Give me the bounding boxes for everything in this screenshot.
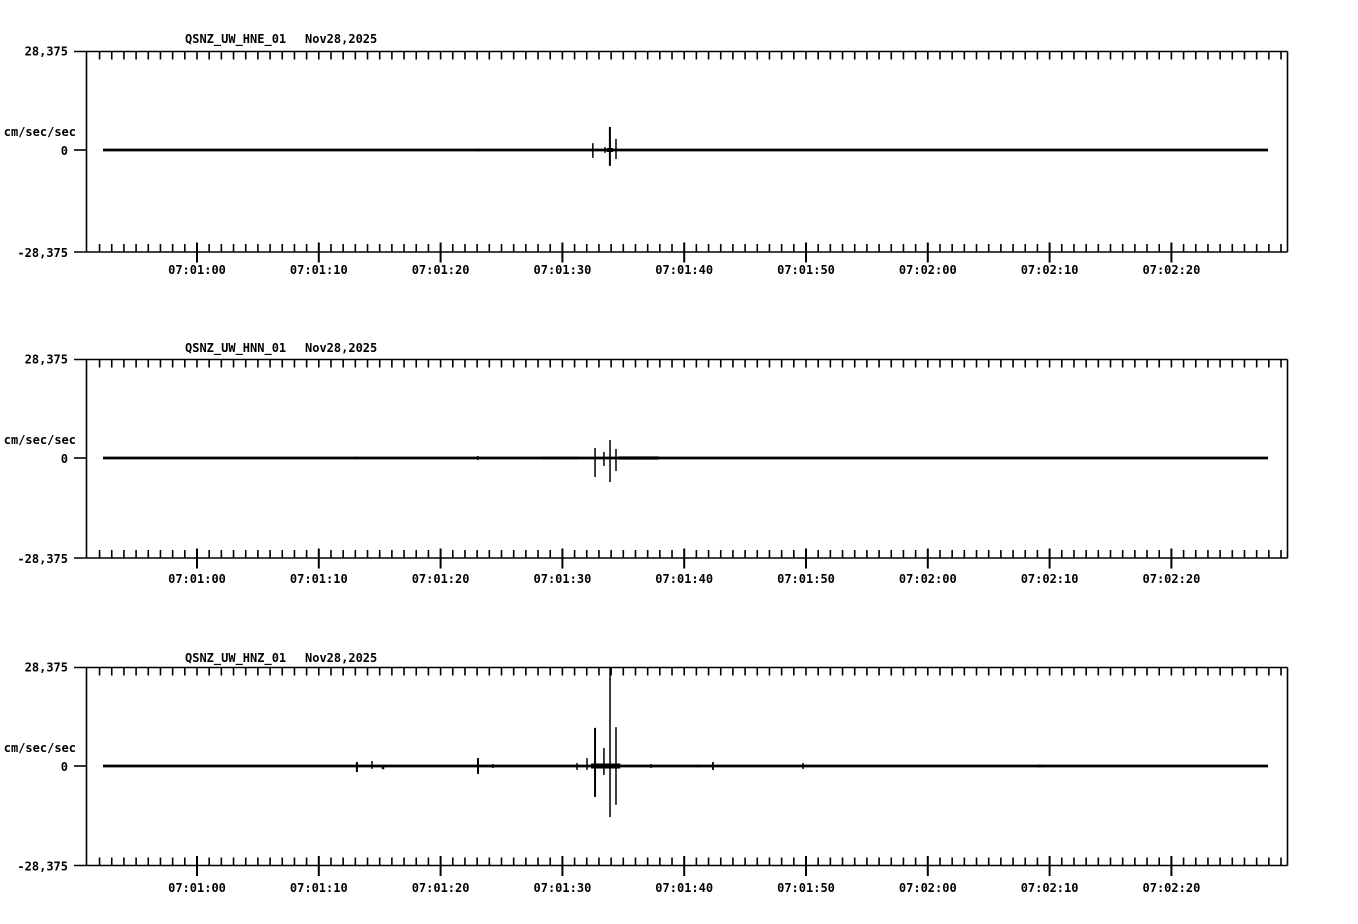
x-tick-label: 07:01:10 [290,881,348,895]
noise-band [541,456,579,460]
x-tick-label: 07:01:20 [412,572,470,586]
x-tick-label: 07:01:00 [168,881,226,895]
noise-band [618,456,659,460]
x-tick-label: 07:02:00 [899,263,957,277]
noise-band [1036,764,1046,768]
x-tick-label: 07:02:10 [1021,572,1079,586]
x-tick-label: 07:02:20 [1143,263,1201,277]
y-tick-label-zero: 0 [61,760,68,774]
x-tick-label: 07:01:40 [655,881,713,895]
units-label: cm/sec/sec [4,433,76,447]
y-tick-label-zero: 0 [61,144,68,158]
x-tick-label: 07:01:00 [168,263,226,277]
x-tick-label: 07:01:00 [168,572,226,586]
panel-title: QSNZ_UW_HNN_01 [185,341,286,356]
x-tick-label: 07:01:40 [655,263,713,277]
panel-date: Nov28,2025 [305,32,377,46]
panel-date: Nov28,2025 [305,341,377,355]
y-tick-label-max: 28,375 [25,353,68,367]
x-tick-label: 07:01:30 [534,572,592,586]
x-tick-label: 07:02:10 [1021,881,1079,895]
seismogram-panel-hne: 07:01:00 07:01:10 07:01:20 07:01:30 07:01:40… [4,32,1289,277]
x-tick-label: 07:01:40 [655,572,713,586]
x-tick-label: 07:01:30 [534,263,592,277]
x-tick-label: 07:01:20 [412,263,470,277]
seismogram-panel-hnn: 07:01:00 07:01:10 07:01:20 07:01:30 07:01:40… [4,341,1289,586]
panel-date: Nov28,2025 [305,651,377,665]
panel-title: QSNZ_UW_HNZ_01 [185,651,286,666]
x-tick-label: 07:01:10 [290,263,348,277]
y-tick-label-max: 28,375 [25,661,68,675]
panel-title: QSNZ_UW_HNE_01 [185,32,286,47]
y-tick-label-min: -28,375 [17,860,68,874]
y-tick-label-min: -28,375 [17,246,68,260]
x-tick-label: 07:01:50 [777,572,835,586]
y-tick-label-max: 28,375 [25,45,68,59]
seismogram-panel-hnz: 07:01:00 07:01:10 07:01:20 07:01:30 07:01:40… [4,651,1289,895]
x-tick-label: 07:02:20 [1143,572,1201,586]
noise-band [591,763,621,769]
x-tick-label: 07:01:30 [534,881,592,895]
x-tick-label: 07:01:50 [777,263,835,277]
x-tick-label: 07:01:20 [412,881,470,895]
x-tick-label: 07:02:00 [899,881,957,895]
x-tick-label: 07:01:50 [777,881,835,895]
units-label: cm/sec/sec [4,125,76,139]
x-tick-label: 07:02:10 [1021,263,1079,277]
x-tick-label: 07:01:10 [290,572,348,586]
x-tick-label: 07:02:20 [1143,881,1201,895]
x-tick-label: 07:02:00 [899,572,957,586]
units-label: cm/sec/sec [4,741,76,755]
y-tick-label-zero: 0 [61,452,68,466]
y-tick-label-min: -28,375 [17,552,68,566]
